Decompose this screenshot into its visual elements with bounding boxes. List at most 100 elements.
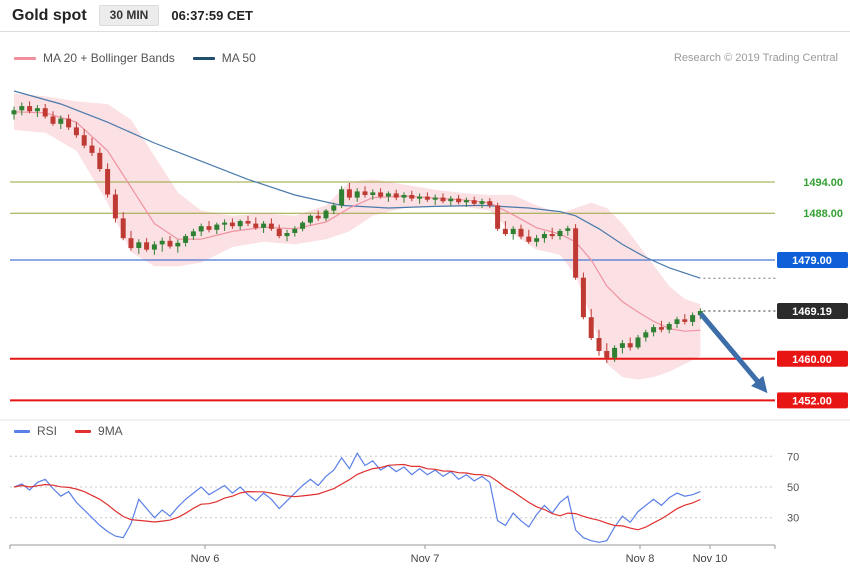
- candle-body: [588, 317, 594, 338]
- candle-body: [198, 226, 204, 232]
- candle-body: [19, 106, 25, 111]
- candle-body: [549, 234, 555, 237]
- instrument-title: Gold spot: [12, 6, 87, 24]
- candle-body: [253, 223, 259, 228]
- candle-body: [331, 205, 337, 211]
- candle-body: [697, 311, 703, 316]
- candle-body: [346, 189, 352, 198]
- candle-body: [526, 236, 532, 242]
- candle-body: [261, 223, 267, 228]
- rsi-ma-line: [13, 463, 701, 531]
- x-axis-date-label: Nov 8: [626, 553, 655, 565]
- candle-body: [651, 327, 657, 333]
- research-watermark: Research © 2019 Trading Central: [673, 52, 838, 64]
- candle-body: [463, 200, 469, 203]
- candle-body: [89, 145, 95, 153]
- rsi-tick-label: 70: [787, 451, 799, 463]
- candle-body: [151, 244, 157, 250]
- candle-body: [627, 343, 633, 348]
- candle-body: [471, 200, 477, 204]
- candle-body: [510, 228, 516, 234]
- candle-body: [237, 221, 243, 227]
- candle-body: [315, 215, 321, 219]
- candle-body: [34, 108, 40, 112]
- legend-rsi-label: RSI: [37, 424, 58, 438]
- ma50-swatch-icon: [192, 56, 215, 60]
- candle-body: [222, 222, 228, 225]
- legend-9ma-item: 9MA: [75, 424, 123, 438]
- candle-body: [27, 106, 33, 112]
- candle-body: [81, 135, 87, 146]
- price-chart-canvas[interactable]: 1494.00 1488.00 1479.00 1460.00 1452.00 1469.…: [0, 32, 850, 576]
- candle-body: [541, 234, 547, 239]
- candle-body: [11, 110, 17, 115]
- candle-body: [619, 343, 625, 348]
- candle-body: [440, 197, 446, 202]
- price-level-badge-label: 1452.00: [792, 395, 832, 407]
- candle-body: [448, 198, 454, 202]
- candle-body: [417, 196, 423, 199]
- candle-body: [307, 215, 313, 223]
- price-level-badge: [777, 392, 848, 409]
- candle-body: [385, 193, 391, 197]
- main-chart-legend: MA 20 + Bollinger Bands MA 50 Research ©…: [14, 51, 838, 65]
- legend-rsi-item: RSI: [14, 424, 57, 438]
- timeframe-badge[interactable]: 30 MIN: [98, 4, 160, 27]
- x-axis-date-label: Nov 6: [191, 553, 220, 565]
- chart-area: MA 20 + Bollinger Bands MA 50 Research ©…: [0, 32, 850, 576]
- ma50-line: [13, 90, 701, 279]
- candle-body: [666, 324, 672, 330]
- header-bar: Gold spot 30 MIN 06:37:59 CET: [0, 0, 850, 32]
- candle-body: [183, 236, 189, 243]
- last-price-badge: [777, 303, 848, 320]
- candle-body: [456, 198, 462, 203]
- rsi-tick-label: 50: [787, 482, 799, 494]
- candle-body: [534, 238, 540, 242]
- price-level-text-label: 1488.00: [803, 208, 843, 220]
- candle-body: [136, 242, 142, 248]
- candle-body: [97, 152, 103, 169]
- candle-body: [175, 242, 181, 247]
- legend-ma20-label: MA 20 + Bollinger Bands: [43, 51, 175, 65]
- price-level-badge: [777, 350, 848, 367]
- candle-body: [432, 197, 438, 200]
- ma20-swatch-icon: [14, 56, 36, 60]
- candle-body: [557, 230, 563, 237]
- candle-body: [42, 108, 48, 117]
- candle-body: [128, 238, 134, 249]
- candle-body: [370, 192, 376, 195]
- candle-body: [339, 189, 345, 206]
- candle-body: [268, 223, 274, 229]
- legend-9ma-label: 9MA: [98, 424, 123, 438]
- price-level-text-label: 1494.00: [803, 177, 843, 189]
- nine-ma-swatch-icon: [75, 429, 92, 433]
- candle-body: [378, 192, 384, 197]
- last-price-badge-label: 1469.19: [792, 306, 832, 318]
- candle-body: [604, 351, 610, 358]
- candle-body: [276, 228, 282, 237]
- candle-body: [167, 240, 173, 247]
- rsi-legend: RSI 9MA: [14, 424, 141, 438]
- candle-body: [565, 228, 571, 231]
- candle-body: [409, 195, 415, 199]
- legend-ma50-label: MA 50: [221, 51, 256, 65]
- candle-body: [66, 118, 72, 128]
- candle-body: [144, 242, 150, 250]
- rsi-swatch-icon: [14, 429, 30, 433]
- candle-body: [354, 191, 360, 198]
- candle-body: [674, 319, 680, 324]
- candle-body: [112, 194, 118, 219]
- candle-body: [120, 218, 126, 239]
- candle-body: [573, 228, 579, 278]
- bollinger-band: [14, 93, 701, 380]
- legend-ma50: MA 50: [192, 51, 256, 65]
- candle-body: [596, 338, 602, 351]
- candle-body: [190, 231, 196, 237]
- candle-body: [424, 196, 430, 200]
- candle-body: [690, 315, 696, 322]
- rsi-line: [13, 451, 701, 543]
- candle-body: [159, 240, 165, 245]
- rsi-tick-label: 30: [787, 513, 799, 525]
- clock-time: 06:37:59 CET: [171, 8, 253, 23]
- forecast-arrow-head: [751, 375, 768, 394]
